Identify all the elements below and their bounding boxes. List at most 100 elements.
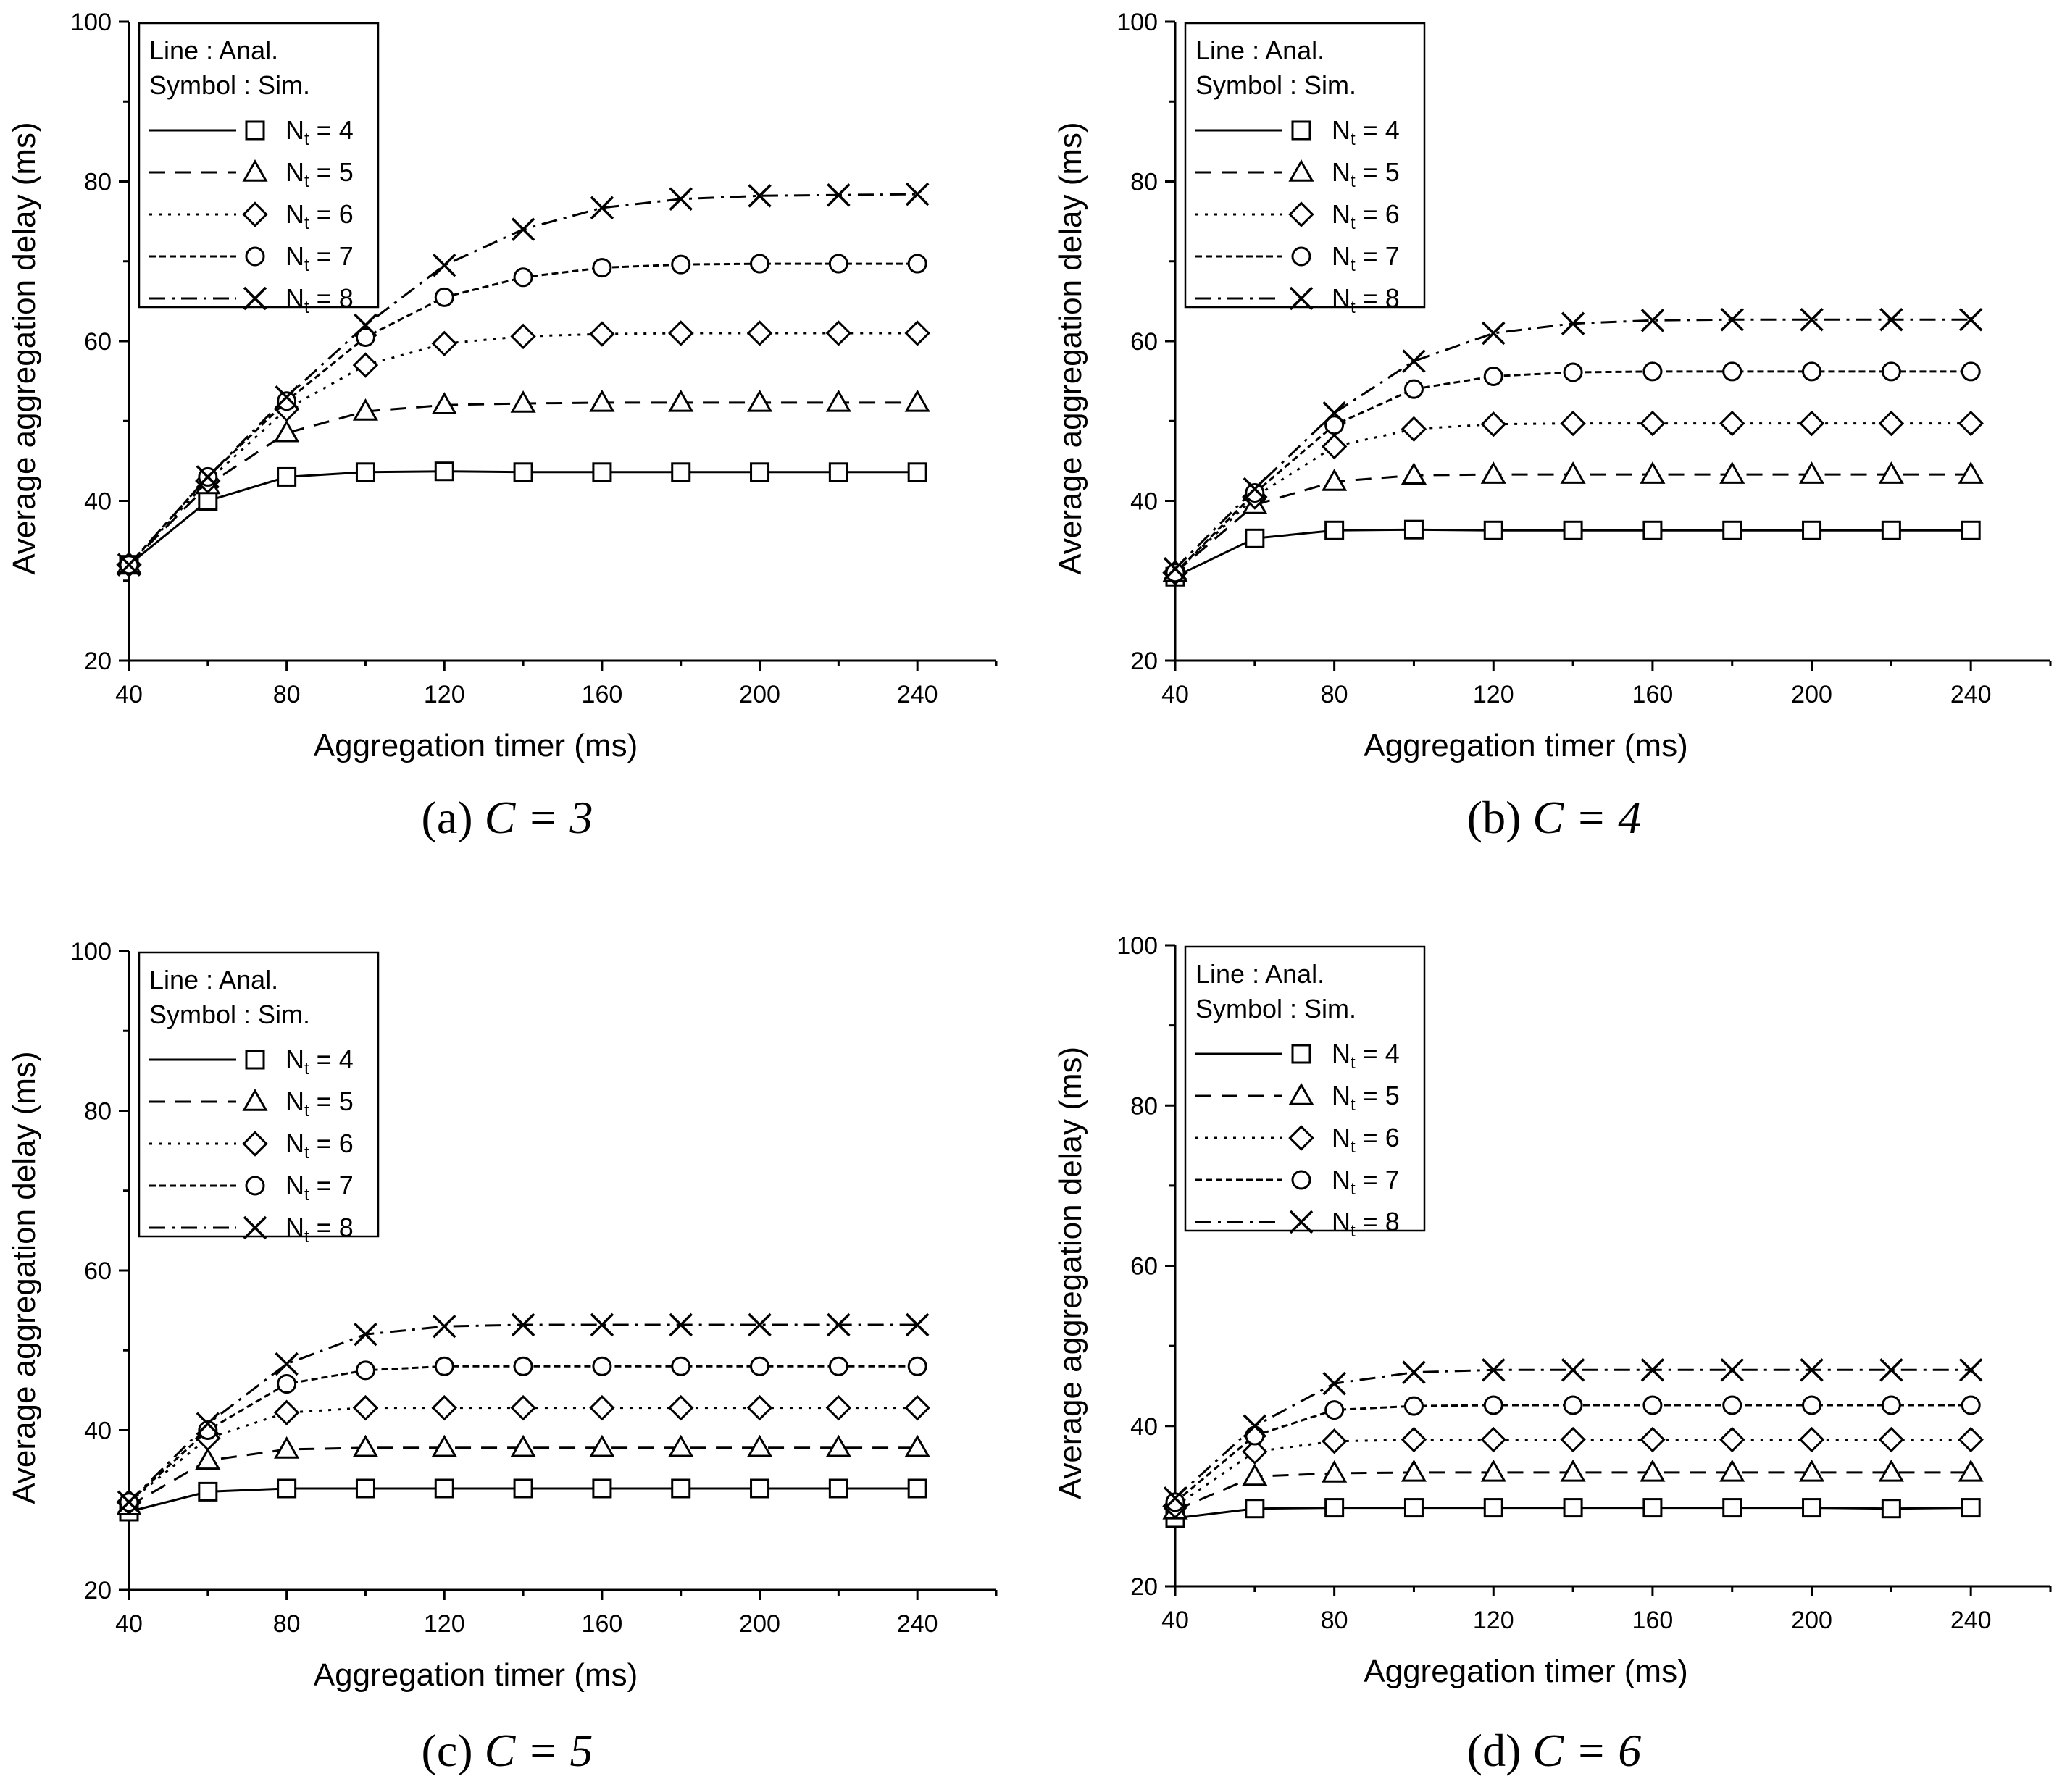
data-point bbox=[907, 1478, 927, 1499]
data-point bbox=[1563, 520, 1583, 540]
data-point bbox=[1482, 1358, 1506, 1382]
y-axis-label: Average aggregation delay (ms) bbox=[7, 122, 42, 574]
data-point bbox=[828, 1478, 848, 1499]
data-point bbox=[907, 254, 927, 274]
y-axis-label: Average aggregation delay (ms) bbox=[1053, 1047, 1088, 1499]
data-point bbox=[355, 327, 375, 347]
data-point bbox=[1640, 1426, 1666, 1453]
legend-label: Nt = 7 bbox=[1332, 1165, 1400, 1199]
legend-marker bbox=[245, 1050, 265, 1070]
y-tick-label: 20 bbox=[84, 648, 112, 675]
data-point bbox=[827, 183, 851, 207]
legend-marker bbox=[1288, 1125, 1314, 1151]
data-point bbox=[1719, 410, 1745, 437]
legend-label: Nt = 7 bbox=[285, 1171, 354, 1205]
y-tick-label: 40 bbox=[84, 488, 112, 516]
data-point bbox=[274, 419, 300, 443]
legend-marker bbox=[1291, 246, 1311, 267]
data-point bbox=[746, 1394, 773, 1421]
data-point bbox=[1800, 1358, 1824, 1382]
legend-header: Symbol : Sim. bbox=[1195, 994, 1356, 1023]
data-point bbox=[750, 1356, 770, 1376]
legend-marker bbox=[245, 1176, 265, 1196]
data-point bbox=[907, 462, 927, 482]
data-point bbox=[196, 1412, 220, 1436]
data-point bbox=[1561, 1358, 1585, 1382]
data-point bbox=[750, 254, 770, 274]
data-point bbox=[905, 182, 930, 206]
legend-label: Nt = 4 bbox=[285, 115, 354, 149]
legend-label: Nt = 6 bbox=[285, 199, 354, 233]
data-point bbox=[1722, 520, 1742, 540]
data-point bbox=[1322, 401, 1346, 425]
legend-label: Nt = 5 bbox=[1332, 1081, 1400, 1115]
data-point bbox=[513, 1478, 533, 1499]
data-point bbox=[1560, 1459, 1586, 1482]
legend-marker bbox=[1291, 120, 1311, 141]
legend-label: Nt = 8 bbox=[285, 1213, 354, 1247]
y-axis-label: Average aggregation delay (ms) bbox=[7, 1051, 42, 1504]
data-point bbox=[590, 1312, 614, 1337]
data-point bbox=[827, 1312, 851, 1337]
data-point bbox=[828, 462, 848, 482]
series-line-nt5 bbox=[128, 1446, 918, 1507]
panel-caption: (b) C = 4 bbox=[1467, 792, 1642, 843]
legend-marker bbox=[1291, 1170, 1311, 1190]
series-line-nt6 bbox=[128, 332, 918, 566]
y-tick-label: 20 bbox=[84, 1577, 112, 1604]
data-point bbox=[195, 1447, 221, 1470]
legend-marker bbox=[1289, 286, 1314, 311]
data-point bbox=[1958, 461, 1984, 484]
legend-label: Nt = 6 bbox=[1332, 1123, 1400, 1157]
data-point bbox=[1878, 461, 1904, 484]
data-point bbox=[511, 217, 535, 241]
legend-header: Line : Anal. bbox=[149, 35, 278, 65]
data-point bbox=[355, 1360, 375, 1381]
y-tick-label: 40 bbox=[84, 1418, 112, 1445]
data-point bbox=[1560, 410, 1586, 437]
data-point bbox=[354, 1322, 377, 1347]
data-point bbox=[1878, 1426, 1905, 1453]
data-point bbox=[1642, 361, 1663, 382]
data-point bbox=[589, 321, 615, 347]
data-point bbox=[746, 1434, 773, 1457]
panel-caption: (a) C = 3 bbox=[422, 792, 593, 843]
data-point bbox=[1163, 556, 1187, 581]
x-tick-label: 80 bbox=[273, 681, 301, 708]
data-point bbox=[589, 1394, 615, 1421]
data-point bbox=[904, 1434, 930, 1457]
data-point bbox=[277, 466, 297, 487]
data-point bbox=[671, 1356, 691, 1376]
data-point bbox=[592, 1478, 612, 1499]
data-point bbox=[1563, 362, 1583, 382]
y-tick-label: 80 bbox=[1130, 1092, 1158, 1120]
legend-header: Symbol : Sim. bbox=[149, 1000, 310, 1029]
series-line-nt4 bbox=[128, 470, 918, 566]
series-line-nt7 bbox=[128, 262, 918, 566]
legend-marker bbox=[242, 201, 268, 227]
y-tick-label: 80 bbox=[84, 169, 112, 196]
data-point bbox=[1483, 367, 1503, 387]
data-point bbox=[1961, 520, 1981, 540]
data-point bbox=[1958, 1426, 1984, 1453]
series-line-nt5 bbox=[128, 401, 918, 566]
x-tick-label: 200 bbox=[739, 1610, 780, 1638]
data-point bbox=[1403, 1396, 1424, 1416]
data-point bbox=[1165, 563, 1185, 583]
data-point bbox=[510, 323, 536, 350]
data-point bbox=[1324, 520, 1345, 540]
data-point bbox=[513, 267, 533, 288]
data-point bbox=[273, 1399, 300, 1425]
data-point bbox=[746, 389, 773, 412]
data-point bbox=[1483, 1395, 1503, 1415]
data-point bbox=[434, 287, 454, 307]
x-tick-label: 40 bbox=[1161, 1607, 1189, 1634]
data-point bbox=[1881, 361, 1901, 382]
data-point bbox=[277, 1478, 297, 1499]
legend-label: Nt = 7 bbox=[285, 241, 354, 275]
x-axis-label: Aggregation timer (ms) bbox=[314, 728, 638, 763]
data-point bbox=[1879, 1358, 1903, 1382]
data-point bbox=[510, 1434, 536, 1457]
data-point bbox=[905, 1312, 930, 1337]
